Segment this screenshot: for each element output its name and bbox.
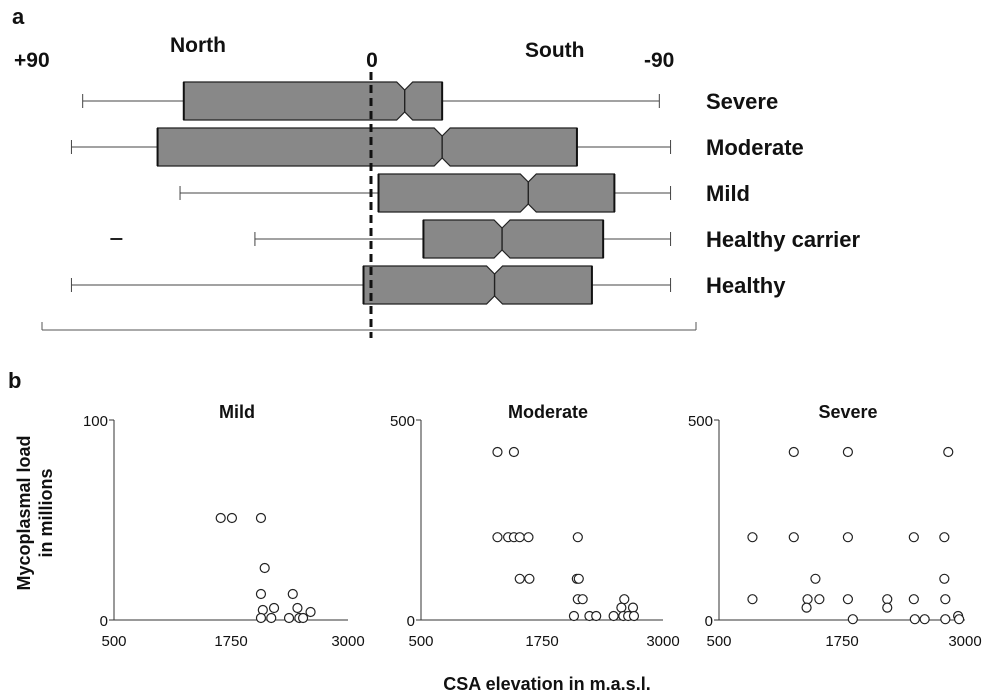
data-point-moderate [619, 594, 630, 605]
data-point-mild [259, 562, 270, 574]
box-moderate [156, 127, 578, 167]
x-tick-label-severe: 1750 [825, 633, 858, 650]
zero-label: 0 [366, 49, 378, 72]
data-point-severe [939, 573, 950, 584]
data-point-mild [297, 612, 309, 624]
data-point-moderate [514, 573, 525, 584]
data-point-moderate [627, 602, 639, 613]
panel-b-letter: b [8, 368, 21, 393]
data-point-severe [747, 532, 758, 543]
x-tick-label-severe: 500 [706, 633, 731, 650]
scatter-subplot-severe: 0 500 500 1750 3000 Severe [688, 402, 982, 650]
box-healthy-carrier [422, 219, 604, 259]
data-point-mild [305, 606, 316, 618]
category-label-healthy: Healthy [706, 273, 786, 298]
data-point-mild [215, 512, 226, 524]
x-tick-label-moderate: 3000 [646, 633, 679, 650]
data-point-severe [801, 602, 812, 613]
data-point-severe [847, 614, 858, 625]
x-axis-label: CSA elevation in m.a.s.l. [443, 674, 650, 694]
panel-a-letter: a [12, 4, 25, 29]
data-point-moderate [568, 610, 580, 622]
region-south-label: South [525, 39, 584, 62]
data-point-moderate [628, 610, 640, 622]
data-point-mild [255, 612, 267, 624]
data-point-mild [255, 588, 267, 600]
y-tick-label-moderate: 500 [390, 413, 415, 430]
data-point-severe [940, 614, 951, 625]
box-severe [183, 81, 443, 121]
data-point-moderate [573, 573, 584, 584]
data-point-severe [842, 594, 854, 605]
data-point-severe [810, 573, 821, 584]
data-point-severe [940, 594, 951, 605]
data-point-moderate [492, 532, 503, 543]
data-point-mild [266, 612, 277, 624]
category-label-mild: Mild [706, 181, 750, 206]
x-tick-label-mild: 500 [101, 633, 126, 650]
data-point-mild [292, 602, 303, 614]
box-mild [377, 173, 615, 213]
data-point-moderate [524, 573, 535, 584]
x-tick-label-moderate: 1750 [525, 633, 558, 650]
data-point-moderate [572, 532, 583, 543]
x-tick-label-mild: 3000 [331, 633, 364, 650]
data-point-severe [814, 594, 825, 605]
subplot-title-severe: Severe [818, 402, 877, 422]
y-tick-label-severe: 0 [705, 613, 713, 630]
data-point-mild [226, 512, 238, 524]
y-tick-label-severe: 500 [688, 413, 713, 430]
x-end-right-label: -90 [644, 49, 674, 72]
data-point-moderate [608, 610, 619, 622]
data-point-moderate [523, 532, 534, 543]
scatter-subplot-mild: 0 100 500 1750 3000 Mild [83, 402, 365, 650]
data-point-mild [268, 602, 280, 614]
data-point-moderate [577, 594, 588, 605]
data-point-mild [255, 512, 267, 524]
box-healthy [362, 265, 593, 305]
data-point-severe [882, 602, 893, 613]
region-north-label: North [170, 34, 226, 57]
data-point-severe [842, 446, 854, 458]
data-point-severe [953, 614, 965, 625]
data-point-severe [802, 594, 813, 605]
x-tick-label-severe: 3000 [948, 633, 981, 650]
data-point-severe [939, 532, 950, 543]
category-label-moderate: Moderate [706, 135, 804, 160]
panel-b-scatter: Mycoplasmal load in millions CSA elevati… [14, 402, 982, 694]
data-point-severe [943, 446, 954, 458]
data-point-severe [908, 594, 919, 605]
y-tick-label-mild: 100 [83, 413, 108, 430]
x-end-left-label: +90 [14, 49, 50, 72]
data-point-severe [788, 532, 799, 543]
panel-a-boxplot: +90 -90 0 North South Severe Moderate Mild… [14, 34, 861, 338]
data-point-severe [842, 532, 854, 543]
data-point-moderate [508, 446, 520, 458]
category-label-healthy-carrier: Healthy carrier [706, 227, 861, 252]
data-point-moderate [492, 446, 503, 458]
data-point-moderate [514, 532, 525, 543]
y-tick-label-mild: 0 [100, 613, 108, 630]
x-tick-label-moderate: 500 [408, 633, 433, 650]
subplot-title-moderate: Moderate [508, 402, 588, 422]
data-point-mild [283, 612, 295, 624]
data-point-severe [882, 594, 893, 605]
data-point-severe [788, 446, 799, 458]
data-point-moderate [616, 602, 627, 613]
scatter-subplot-moderate: 0 500 500 1750 3000 Moderate [390, 402, 680, 650]
category-label-severe: Severe [706, 89, 778, 114]
data-point-severe [908, 532, 919, 543]
data-point-severe [909, 614, 920, 625]
data-point-severe [919, 614, 930, 625]
data-point-moderate [591, 610, 602, 622]
data-point-mild [287, 588, 298, 600]
data-point-severe [747, 594, 758, 605]
subplot-title-mild: Mild [219, 402, 255, 422]
x-tick-label-mild: 1750 [214, 633, 247, 650]
y-tick-label-moderate: 0 [407, 613, 415, 630]
y-axis-label-line2: in millions [36, 468, 56, 557]
y-axis-label-line1: Mycoplasmal load [14, 435, 34, 590]
